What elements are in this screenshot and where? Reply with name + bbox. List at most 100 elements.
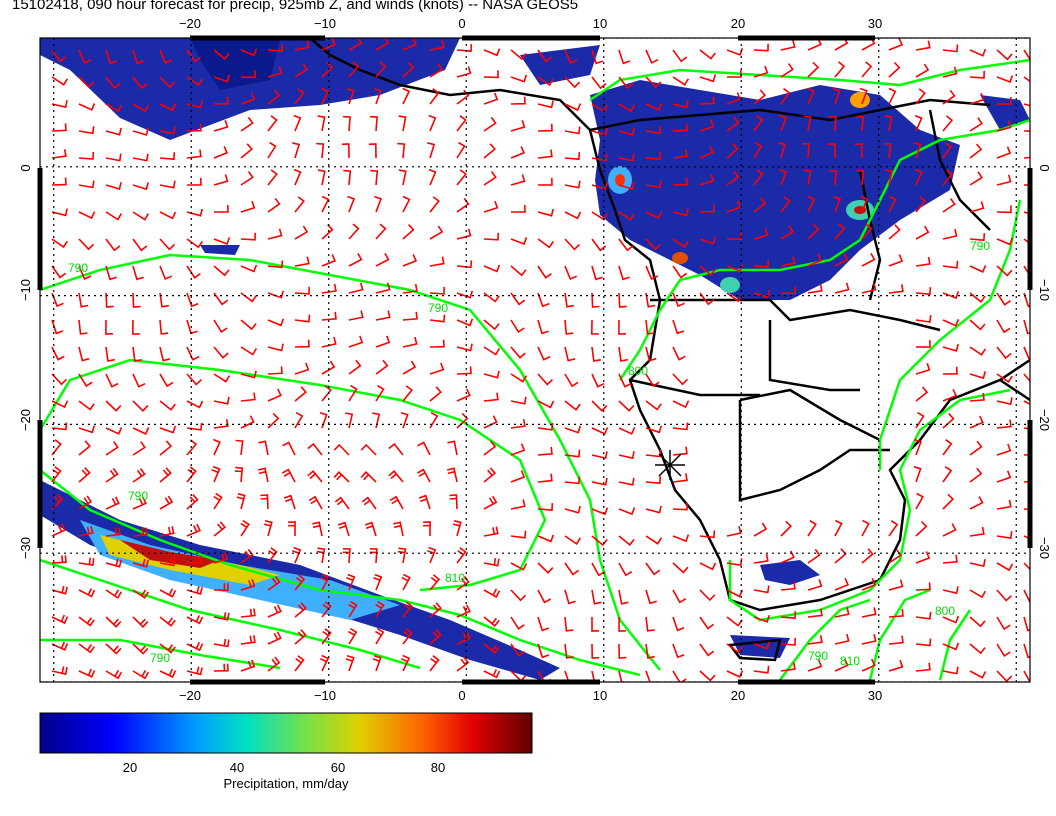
wind-barb [267,366,283,375]
wind-barb [51,666,68,676]
wind-barb [294,655,305,672]
wind-barb [51,373,68,386]
wind-barb [645,535,663,545]
wind-barb [348,310,364,321]
wind-barb [618,451,635,460]
wind-barb [78,525,94,537]
wind-barb [483,392,499,402]
wind-barb [240,370,257,379]
wind-barb [213,583,229,592]
wind-barb [996,589,1012,602]
wind-barb [51,100,68,109]
wind-barb [132,76,148,90]
wind-barb [321,38,336,51]
wind-barb [537,446,553,456]
wind-barb [51,265,67,279]
wind-barb [969,292,986,303]
wind-barb [861,61,873,78]
wind-barb [914,114,923,132]
wind-barb [807,579,823,591]
wind-barb [672,346,686,361]
wind-barb [388,442,404,456]
wind-barb [402,61,415,78]
wind-barb [777,142,786,159]
wind-barb [321,311,337,321]
wind-barb [483,319,500,331]
wind-barb [308,495,323,510]
wind-barb [942,466,953,483]
wind-barb [510,319,525,334]
wind-barb [312,521,323,537]
wind-barb [861,578,877,591]
wind-barb [591,182,608,191]
wind-barb [370,115,378,132]
wind-barb [294,411,304,429]
wind-barb [645,319,655,335]
wind-barb [888,38,904,51]
wind-barb [564,589,576,605]
wind-barb [645,126,662,135]
wind-barb [213,49,230,61]
wind-barb [51,123,67,132]
wind-barb [267,388,282,402]
wind-barb [969,440,983,456]
wind-barb [888,224,901,240]
wind-barb [240,392,256,402]
wind-barb [333,443,350,456]
wind-barb [969,265,987,273]
wind-barb [78,103,96,111]
wind-barb [240,659,256,672]
wind-barb [429,88,440,105]
wind-barb [427,142,436,159]
wind-barb [699,643,715,657]
wind-barb [618,211,636,221]
wind-barb [240,415,255,429]
wind-barb [996,49,1013,61]
wind-barb [240,346,258,356]
wind-barb [780,196,791,213]
wind-barb [105,265,117,281]
wind-barb [51,523,66,537]
wind-barb [854,143,863,159]
wind-barb [375,384,385,402]
precip-core-3 [850,92,870,108]
wind-barb [618,589,629,605]
wind-barb [537,177,553,186]
wind-barb [996,562,1014,572]
wind-barb [258,467,269,483]
wind-barb [213,663,229,672]
wind-barbs [51,38,1030,682]
wind-barb [969,233,986,242]
wind-barb [429,574,441,591]
wind-barb [591,265,603,281]
wind-barb [618,373,632,388]
wind-barb [888,520,899,537]
colorbar-tick: 40 [229,760,245,775]
wind-barb [645,180,662,189]
wind-barb [78,265,92,280]
wind-barb [429,40,445,51]
wind-barb [969,392,985,402]
wind-barb [753,641,771,650]
wind-barb [537,49,553,63]
wind-barb [360,471,377,483]
coastlines [309,38,1030,662]
wind-barb [78,180,95,189]
wind-barb [727,69,742,78]
wind-barb [132,441,146,456]
wind-barb [240,579,256,591]
wind-barb [401,573,411,591]
wind-barb [186,238,203,249]
wind-barb [375,61,387,78]
wind-barb [159,643,176,654]
wind-barb [915,63,930,78]
wind-barb [416,468,431,483]
wind-barb [827,143,836,159]
wind-barb [213,373,231,383]
wind-barb [537,76,554,87]
wind-barb [423,521,431,537]
wind-barb [645,373,660,388]
wind-barb [186,177,202,186]
wind-barb [159,495,174,510]
wind-barb [105,558,122,568]
